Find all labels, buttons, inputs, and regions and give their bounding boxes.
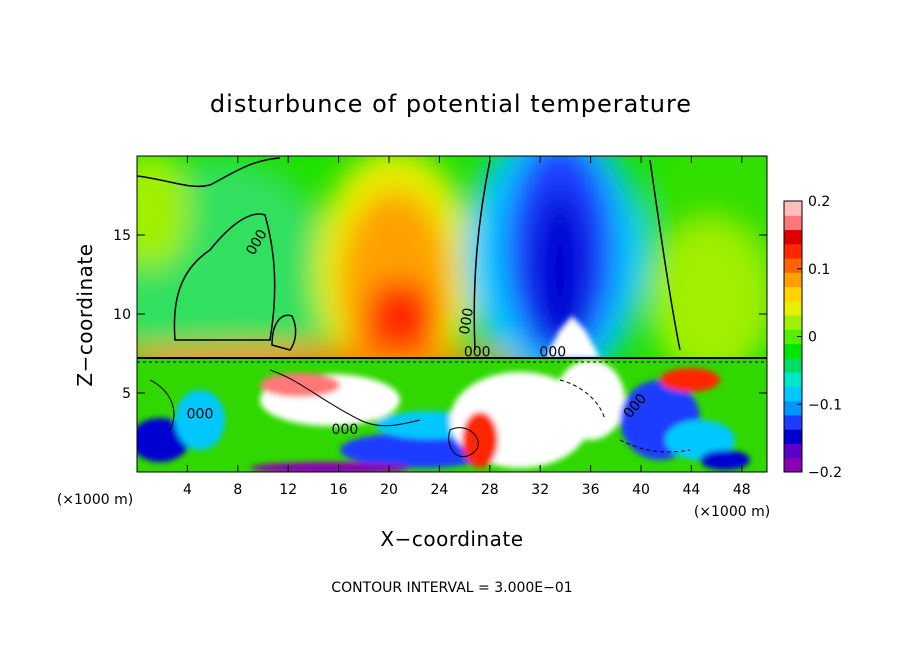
colorbar-swatch <box>784 315 802 330</box>
contour-label: 000 <box>539 345 566 361</box>
x-axis: 4 8 12 16 20 24 28 32 36 40 44 48 <box>183 156 751 498</box>
x-unit-right: (×1000 m) <box>694 504 770 520</box>
colorbar-tick-label: −0.2 <box>808 465 842 481</box>
y-axis-title: Z−coordinate <box>73 243 97 386</box>
plot-area <box>137 156 767 472</box>
colorbar-swatch <box>784 272 802 288</box>
contour-zero-mid <box>473 159 491 351</box>
contour-lower-5 <box>149 379 175 431</box>
field-orange-base <box>137 346 518 358</box>
colorbar-swatch <box>784 400 802 416</box>
x-tick-label: 40 <box>632 482 650 498</box>
lower-field <box>137 358 767 472</box>
colorbar-swatch <box>784 357 802 373</box>
colorbar-swatch <box>784 343 802 359</box>
colorbar-swatch <box>784 414 802 430</box>
x-tick-label: 44 <box>682 482 700 498</box>
white-plume <box>545 316 600 358</box>
lower-purple-floor <box>250 462 410 472</box>
contour-interval-label: CONTOUR INTERVAL = 3.000E−01 <box>331 580 572 596</box>
field-navy-core <box>532 190 588 350</box>
colorbar-swatch <box>784 372 802 387</box>
chart-title: disturbunce of potential temperature <box>210 90 692 118</box>
lower-white-east <box>555 360 625 440</box>
colorbar-tick-label: −0.1 <box>808 397 842 413</box>
x-tick-label: 8 <box>233 482 242 498</box>
contour-zero-west <box>137 157 281 188</box>
lower-cyan-west <box>175 390 225 450</box>
colorbar-swatch <box>784 443 802 459</box>
y-tick-label: 10 <box>113 307 131 323</box>
colorbar-swatch <box>784 429 802 444</box>
colorbar-swatch <box>784 286 802 302</box>
x-tick-label: 24 <box>430 482 448 498</box>
contour-lower-4 <box>619 439 691 453</box>
contour-lower-1 <box>269 369 421 427</box>
colorbar-swatch <box>784 386 802 402</box>
lower-red-mid <box>462 412 498 468</box>
colorbar-axis: 0.2 0.1 0 −0.1 −0.2 <box>797 194 842 481</box>
contour-label: 000 <box>464 345 491 361</box>
colorbar-tick-label: 0 <box>808 330 817 346</box>
contour-zero-east <box>649 159 681 351</box>
colorbar-swatch <box>784 229 802 245</box>
colorbar <box>783 200 803 473</box>
contour-lower-2 <box>448 427 479 458</box>
field-yellow-west <box>137 156 190 270</box>
x-unit-left: (×1000 m) <box>57 492 133 508</box>
y-tick-label: 5 <box>122 386 131 402</box>
field-yellow-east <box>650 220 767 358</box>
upper-field <box>137 156 767 358</box>
x-tick-label: 20 <box>380 482 398 498</box>
contour-label: 000 <box>457 307 477 336</box>
y-tick-label: 15 <box>113 228 131 244</box>
contour-label: 000 <box>332 422 359 438</box>
x-tick-label: 32 <box>531 482 549 498</box>
lower-red-east <box>660 368 720 392</box>
contour-lower-3 <box>559 379 606 421</box>
colorbar-swatch <box>784 243 802 259</box>
contour-closed-west <box>173 213 276 341</box>
colorbar-tick-label: 0.2 <box>808 194 830 210</box>
colorbar-tick-label: 0.1 <box>808 262 830 278</box>
colorbar-swatch <box>784 215 802 231</box>
lower-pink-mid <box>260 373 340 397</box>
lower-cyan-east <box>665 420 735 460</box>
x-tick-label: 12 <box>279 482 297 498</box>
lower-navy-east <box>700 450 750 470</box>
contour-label: 000 <box>187 406 214 422</box>
colorbar-swatch <box>784 457 802 473</box>
colorbar-swatch <box>784 258 802 273</box>
field-red-core <box>365 280 435 358</box>
colorbar-swatch <box>784 329 802 345</box>
contour-closed-small <box>271 314 297 351</box>
x-tick-label: 4 <box>183 482 192 498</box>
colorbar-swatch <box>784 201 802 216</box>
x-tick-label: 36 <box>582 482 600 498</box>
x-axis-title: X−coordinate <box>380 527 523 551</box>
y-axis: 5 10 15 <box>113 228 767 402</box>
colorbar-swatch <box>784 300 802 316</box>
x-tick-label: 16 <box>330 482 348 498</box>
x-tick-label: 28 <box>481 482 499 498</box>
x-tick-label: 48 <box>733 482 751 498</box>
